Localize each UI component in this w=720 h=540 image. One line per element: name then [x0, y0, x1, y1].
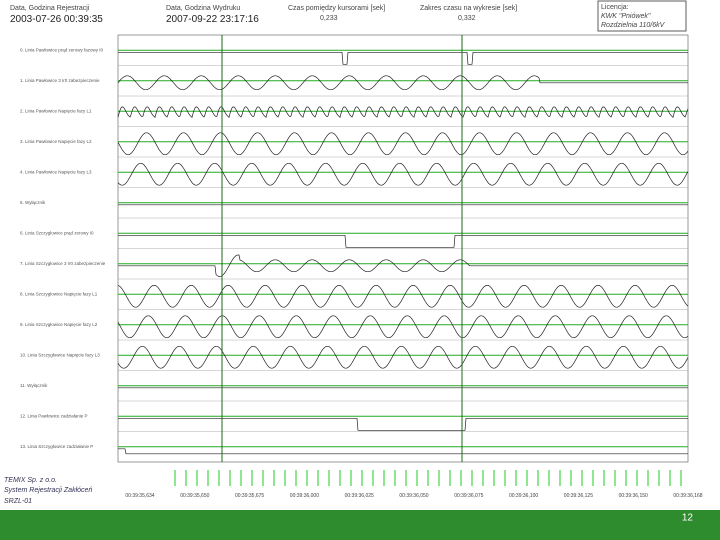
waveform [117, 284, 689, 308]
time-label: 00:39:36,050 [399, 493, 428, 499]
waveform [117, 106, 689, 118]
time-label: 00:39:36,168 [673, 493, 702, 499]
channel-label: 7. Linia Szczygłowice 3 Ir0 zabezpieczen… [20, 261, 106, 266]
license-line: KWK "Pniówek" [601, 13, 651, 20]
company: TEMIX Sp. z o.o. [4, 477, 57, 484]
time-label: 00:39:36,000 [290, 493, 319, 499]
channel-label: 4. Linia Pawłowice Napięcie fazy L3 [20, 169, 92, 174]
channel-label: 9. Linia Szczygłowice Napięcie fazy L2 [20, 322, 98, 327]
waveform [117, 132, 689, 156]
waveform [118, 417, 688, 431]
channel-label: 0. Linia Pawłowice prąd zerowy fazowy I0 [20, 47, 104, 52]
waveform [117, 315, 689, 339]
print-label: Data, Godzina Wydruku [166, 5, 240, 12]
time-label: 00:39:36,125 [564, 493, 593, 499]
footer-bar [0, 510, 720, 540]
time-label: 00:39:36,100 [509, 493, 538, 499]
license-box [597, 0, 687, 32]
license-line: Licencja: [601, 4, 629, 11]
waveform [117, 162, 689, 186]
channel-label: 1. Linia Pawłowice 3 Ir0 zabezpieczenie [20, 78, 100, 83]
cursor-label: Czas pomiędzy kursorami [sek] [288, 5, 385, 12]
range-value: 0,332 [458, 15, 476, 22]
time-label: 00:39:35,675 [235, 493, 264, 499]
registration-value: 2003-07-26 00:39:35 [10, 14, 103, 25]
channel-label: 2. Linia Pawłowice Napięcie fazy L1 [20, 108, 92, 113]
license-line: Rozdzielnia 110/6kV [601, 22, 666, 29]
waveform [118, 254, 688, 277]
time-label: 00:39:35,634 [125, 493, 154, 499]
channel-label: 10. Linia Szczygłowice Napięcie fazy L3 [20, 352, 100, 357]
range-label: Zakres czasu na wykresie [sek] [420, 5, 517, 12]
cursor-value: 0,233 [320, 15, 338, 22]
channel-label: 11. Wyłącznik [20, 383, 48, 388]
print-value: 2007-09-22 23:17:16 [166, 14, 259, 25]
time-label: 00:39:36,150 [619, 493, 648, 499]
model: SRZL-01 [4, 498, 32, 505]
time-label: 00:39:35,650 [180, 493, 209, 499]
channel-label: 8. Linia Szczygłowice Napięcie fazy L1 [20, 291, 98, 296]
waveform [118, 448, 688, 455]
time-label: 00:39:36,025 [345, 493, 374, 499]
channel-label: 12. Linia Pawłowice zadziałanie P [20, 413, 88, 418]
channel-label: 6. Linia Szczygłowice prąd zerowy I0 [20, 230, 94, 235]
page-number: 12 [682, 512, 694, 523]
waveform [117, 75, 688, 91]
channel-label: 3. Linia Pawłowice Napięcie fazy L2 [20, 139, 92, 144]
time-label: 00:39:36,075 [454, 493, 483, 499]
registration-label: Data, Godzina Rejestracji [10, 5, 90, 12]
waveform [118, 234, 688, 248]
waveform [117, 345, 689, 369]
channel-label: 5. Wyłącznik [20, 200, 46, 205]
system-name: System Rejestracji Zakłóceń [4, 487, 92, 494]
waveform [118, 51, 688, 65]
channel-label: 13. Linia Szczygłowice zadziałanie P [20, 444, 93, 449]
